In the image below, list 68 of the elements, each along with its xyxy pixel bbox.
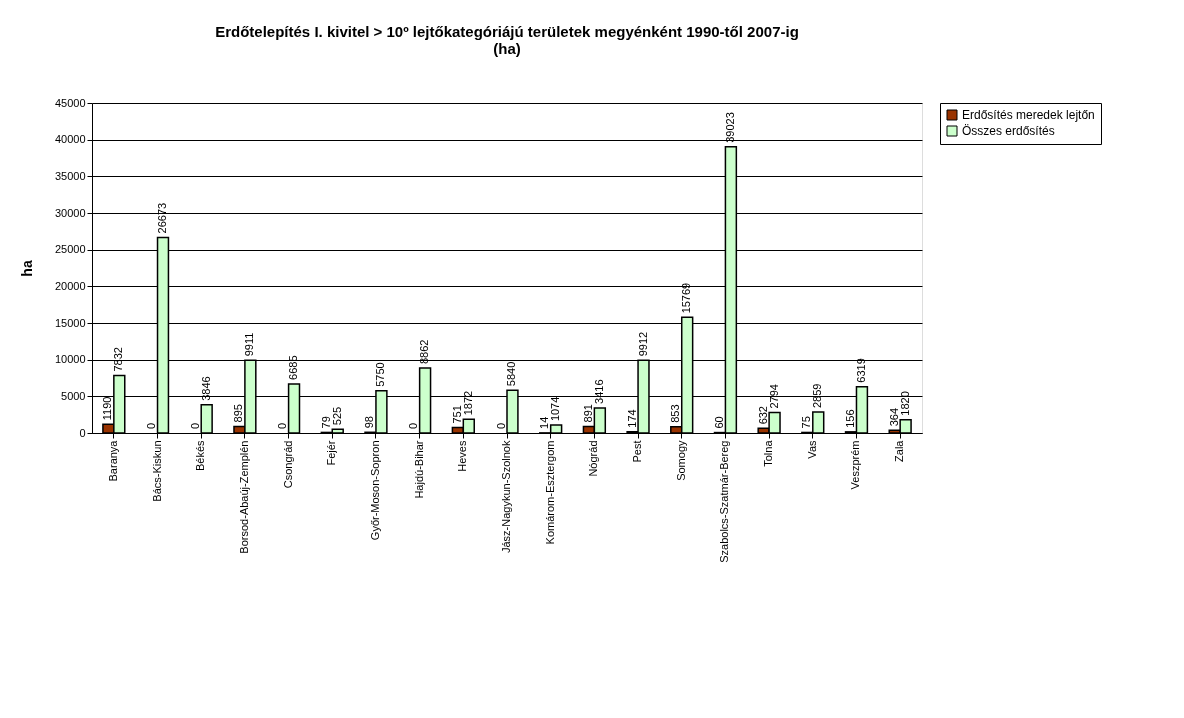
x-tick-label: Csongrád: [281, 440, 294, 489]
data-label: 98: [363, 416, 376, 429]
data-label: 895: [232, 404, 245, 423]
y-tick-label: 5000: [61, 389, 86, 402]
data-label: 1872: [461, 390, 474, 416]
y-tick-label: 40000: [54, 133, 86, 146]
data-label: 75: [800, 416, 813, 429]
x-tick-label: Zala: [893, 439, 906, 462]
x-tick-label: Jász-Nagykun-Szolnok: [500, 440, 512, 553]
data-label: 156: [844, 409, 857, 428]
y-tick-label: 20000: [54, 279, 86, 292]
data-label: 0: [276, 422, 289, 429]
data-label: 9912: [636, 331, 649, 357]
data-label: 364: [887, 407, 900, 427]
data-label: 0: [407, 422, 420, 429]
x-tick-label: Somogy: [674, 440, 687, 481]
data-label: 5840: [505, 361, 518, 387]
x-tick-label: Fejér: [325, 440, 338, 466]
y-tick-label: 0: [79, 426, 86, 439]
x-tick-label: Heves: [456, 440, 469, 472]
data-label: 853: [669, 404, 682, 423]
data-label: 0: [188, 422, 201, 429]
data-label: 1190: [101, 396, 114, 421]
data-label: 39023: [723, 112, 736, 143]
data-label: 6319: [854, 358, 867, 383]
y-tick-label: 10000: [54, 353, 86, 366]
data-label: 60: [712, 416, 725, 429]
x-tick-label: Pest: [631, 440, 644, 463]
y-tick-label: 30000: [54, 206, 86, 219]
data-label: 751: [450, 405, 463, 424]
x-tick-label: Békés: [194, 440, 207, 472]
y-tick-label: 35000: [54, 169, 86, 182]
x-tick-label: Komárom-Esztergom: [543, 440, 556, 545]
data-label: 5750: [374, 362, 387, 387]
legend-label: Összes erdősítés: [962, 124, 1055, 138]
y-tick-label: 45000: [54, 96, 86, 109]
data-label: 79: [319, 416, 332, 429]
data-label: 525: [330, 406, 343, 426]
x-tick-label: Vas: [805, 440, 818, 459]
data-label: 8862: [418, 339, 431, 365]
x-tick-label: Nógrád: [587, 440, 600, 477]
data-label: 1074: [549, 396, 562, 422]
legend-label: Erdősítés meredek lejtőn: [962, 108, 1095, 122]
x-tick-label: Baranya: [106, 439, 119, 482]
x-tick-label: Tolna: [762, 439, 775, 467]
data-label: 891: [581, 404, 594, 423]
data-label: 14: [538, 416, 551, 429]
text: (ha): [493, 40, 521, 57]
data-label: 3416: [592, 379, 605, 404]
data-label: 15769: [680, 282, 693, 314]
text: Erdőtelepítés I. kivitel > 10º lejtőkategóriájú területek megyénként 1990-től 2007-ig: [215, 23, 799, 40]
y-axis-title: ha: [18, 260, 35, 277]
x-tick-label: Borsod-Abaúj-Zemplén: [237, 440, 250, 554]
data-label: 0: [494, 422, 507, 429]
x-tick-label: Győr-Moson-Sopron: [368, 440, 381, 541]
y-tick-label: 25000: [54, 243, 86, 256]
x-tick-label: Bács-Kiskun: [150, 440, 163, 502]
x-tick-label: Hajdú-Bihar: [412, 440, 425, 499]
data-label: 632: [756, 406, 769, 425]
data-label: 0: [145, 422, 158, 429]
data-label: 9911: [243, 332, 256, 357]
data-label: 174: [625, 409, 638, 428]
x-tick-label: Veszprém: [849, 440, 862, 490]
data-label: 2794: [767, 384, 780, 409]
y-tick-label: 15000: [54, 316, 86, 329]
x-tick-label: Szabolcs-Szatmár-Bereg: [718, 440, 731, 563]
data-label: 26673: [155, 202, 168, 234]
data-label: 2859: [811, 383, 824, 409]
